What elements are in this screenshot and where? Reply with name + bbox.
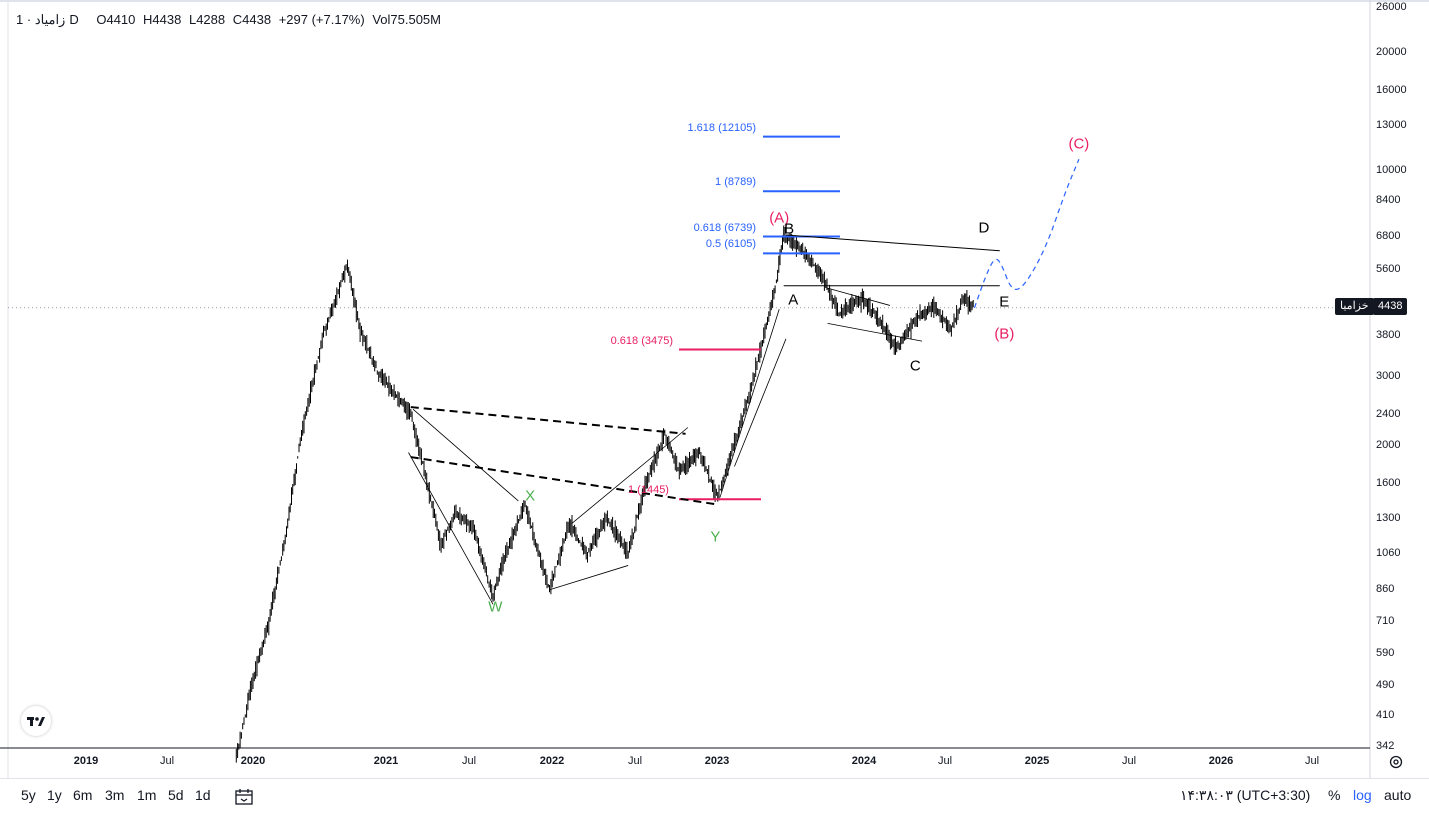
range-1d-button[interactable]: 1d (195, 787, 211, 803)
fib-level-label: 1.618 (12105) (687, 121, 757, 134)
price-tick: 26000 (1376, 1, 1407, 14)
percent-toggle[interactable]: % (1328, 787, 1341, 803)
time-tick: Jul (461, 755, 477, 767)
price-tick: 1300 (1376, 512, 1401, 525)
projection-path (973, 158, 1080, 308)
trendline (410, 456, 718, 506)
settings-icon[interactable] (1388, 754, 1404, 770)
bottom-toolbar: 5y 1y 6m 3m 1m 5d 1d ۱۴:۳۸:۰۳ (UTC+3:30)… (0, 778, 1429, 815)
price-tick: 410 (1376, 709, 1395, 722)
price-tick: 1060 (1376, 547, 1401, 560)
fib-level-label: 1 (8789) (715, 176, 756, 189)
price-tick: 3000 (1376, 369, 1401, 382)
wave-label: B (784, 220, 795, 238)
channel-line (408, 452, 494, 605)
channel-line (412, 408, 519, 502)
price-tick: 5600 (1376, 263, 1401, 276)
change-value: +297 (+7.17%) (278, 12, 365, 27)
channel-line (570, 427, 689, 525)
tradingview-logo[interactable] (21, 706, 51, 736)
channel-line (734, 338, 787, 467)
price-tick: 590 (1376, 646, 1395, 659)
price-tick: 3800 (1376, 329, 1401, 342)
price-tick: 13000 (1376, 119, 1407, 132)
wave-label: X (525, 487, 536, 505)
fib-level-label: 1 (1445) (628, 484, 669, 497)
wave-label: (C) (1068, 135, 1090, 153)
auto-toggle[interactable]: auto (1384, 787, 1412, 803)
volume-value: Vol75.505M (372, 12, 441, 27)
wave-label: D (978, 219, 990, 237)
range-5y-button[interactable]: 5y (21, 787, 36, 803)
price-tick: 2000 (1376, 438, 1401, 451)
range-5d-button[interactable]: 5d (168, 787, 184, 803)
price-tick: 710 (1376, 615, 1395, 628)
time-tick: Jul (937, 755, 953, 767)
interval-label: · 1D (16, 12, 79, 27)
range-1y-button[interactable]: 1y (47, 787, 62, 803)
channel-line (549, 565, 629, 591)
trendline (785, 234, 1000, 252)
symbol-price-tag: خزامیا (1335, 298, 1374, 315)
price-tick: 490 (1376, 678, 1395, 691)
wave-label: (A) (769, 209, 790, 227)
high-value: H4438 (143, 12, 182, 27)
close-value: C4438 (232, 12, 272, 27)
price-tick: 16000 (1376, 84, 1407, 97)
channel-line (825, 287, 891, 306)
fib-level-label: 0.618 (3475) (610, 334, 673, 347)
wave-label: (B) (994, 325, 1015, 343)
time-tick: 2025 (1024, 755, 1050, 767)
time-axis[interactable]: 2019 Jul 2020 2021 Jul 2022 Jul 2023 2024 Jul 2025… (0, 748, 1370, 776)
price-tick: 10000 (1376, 164, 1407, 177)
price-tick: 6800 (1376, 230, 1401, 242)
price-tick: 8400 (1376, 193, 1401, 206)
wave-label: C (909, 357, 921, 375)
time-tick: 2026 (1208, 755, 1234, 767)
time-tick: 2020 (240, 755, 266, 767)
channel-line (827, 323, 923, 342)
price-tick: 2400 (1376, 407, 1401, 420)
open-value: O4410 (96, 12, 136, 27)
time-tick: 2023 (704, 755, 730, 767)
current-price-tag: 4438 (1373, 298, 1408, 315)
time-tick: 2019 (73, 755, 99, 767)
price-tick: 1600 (1376, 476, 1401, 489)
time-tick: Jul (627, 755, 643, 767)
chart-legend: زامیاد · 1D O4410 H4438 L4288 C4438 +297… (16, 12, 445, 28)
low-value: L4288 (188, 12, 226, 27)
time-tick: Jul (159, 755, 175, 767)
symbol-name[interactable]: زامیاد (34, 12, 66, 27)
candles (235, 225, 974, 763)
price-tick: 342 (1376, 740, 1395, 752)
time-tick: 2022 (539, 755, 565, 767)
time-tick: Jul (1304, 755, 1320, 767)
price-axis[interactable]: 26000 20000 16000 13000 10000 8400 6800 5600 380… (1370, 0, 1429, 752)
wave-label: E (999, 293, 1010, 311)
range-1m-button[interactable]: 1m (137, 787, 157, 803)
date-range-icon[interactable] (234, 788, 254, 811)
wave-label: Y (710, 528, 721, 546)
price-tick: 860 (1376, 582, 1395, 595)
fib-level-label: 0.618 (6739) (693, 221, 756, 234)
price-tick: 20000 (1376, 46, 1407, 58)
range-6m-button[interactable]: 6m (73, 787, 93, 803)
range-3m-button[interactable]: 3m (105, 787, 125, 803)
wave-label: W (488, 598, 503, 616)
channel-line (719, 309, 780, 498)
fib-level-label: 0.5 (6105) (705, 238, 756, 251)
clock-timezone[interactable]: ۱۴:۳۸:۰۳ (UTC+3:30) (1180, 787, 1311, 803)
time-tick: 2024 (851, 755, 877, 767)
trendline (410, 406, 686, 435)
wave-label: A (788, 291, 799, 309)
time-tick: 2021 (373, 755, 399, 767)
log-toggle[interactable]: log (1353, 787, 1372, 803)
time-tick: Jul (1121, 755, 1137, 767)
